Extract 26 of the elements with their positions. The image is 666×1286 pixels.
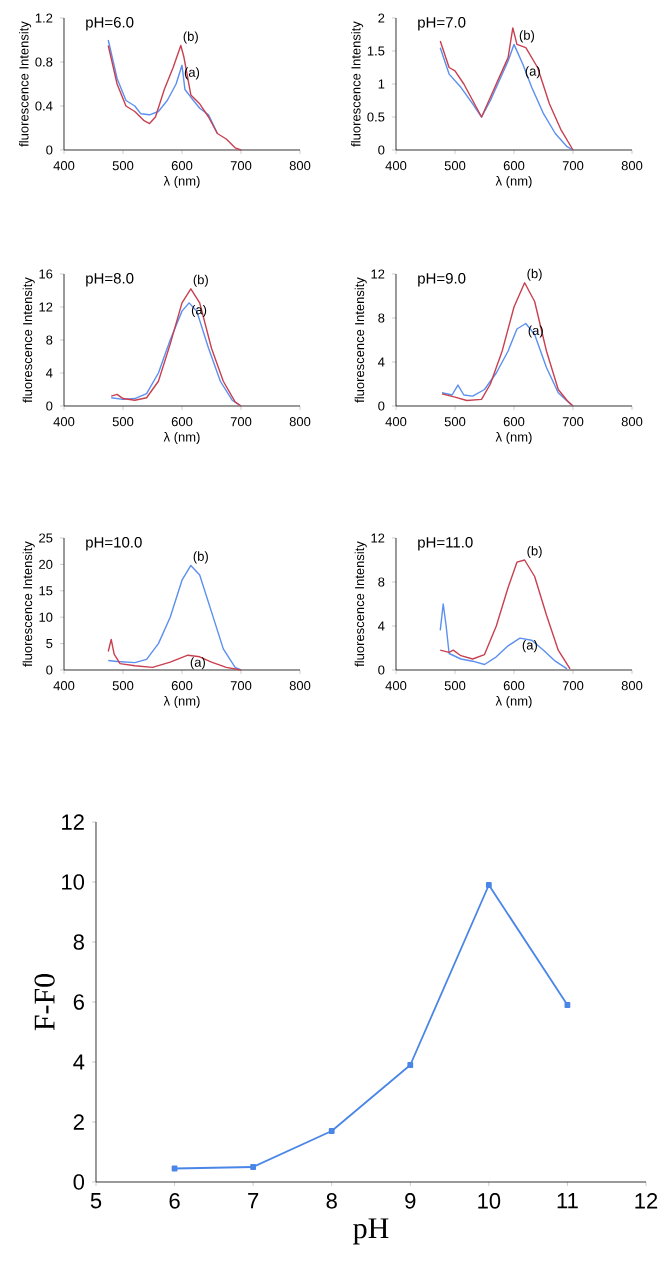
x-tick-label: 7 [248, 1193, 259, 1209]
point [250, 1164, 257, 1170]
y-tick-label: 2 [73, 1114, 84, 1130]
x-tick-label: 9 [405, 1193, 416, 1209]
line-series [439, 603, 568, 670]
y-tick-label: 10 [62, 874, 85, 890]
line-series [439, 559, 571, 670]
line-series [107, 44, 242, 151]
point [485, 882, 492, 888]
x-tick-label: 6 [169, 1193, 180, 1209]
y-tick-label: 12 [62, 814, 84, 830]
point [328, 1128, 335, 1134]
y-tick-label: 8 [73, 934, 84, 950]
x-tick-label: 10 [478, 1193, 501, 1209]
y-tick-label: 0 [73, 1174, 85, 1190]
y-axis-title: F-F0 [34, 973, 55, 1031]
y-tick-label: 6 [73, 994, 84, 1010]
line-series [107, 564, 242, 671]
x-tick-label: 5 [90, 1193, 102, 1209]
x-tick-label: 8 [326, 1193, 337, 1209]
x-axis-title: pH [353, 1218, 389, 1245]
point [564, 1002, 571, 1008]
y-tick-label: 4 [73, 1054, 85, 1070]
line-series [107, 638, 242, 671]
x-tick-label: 12 [635, 1193, 658, 1209]
x-tick-label: 11 [557, 1193, 578, 1209]
